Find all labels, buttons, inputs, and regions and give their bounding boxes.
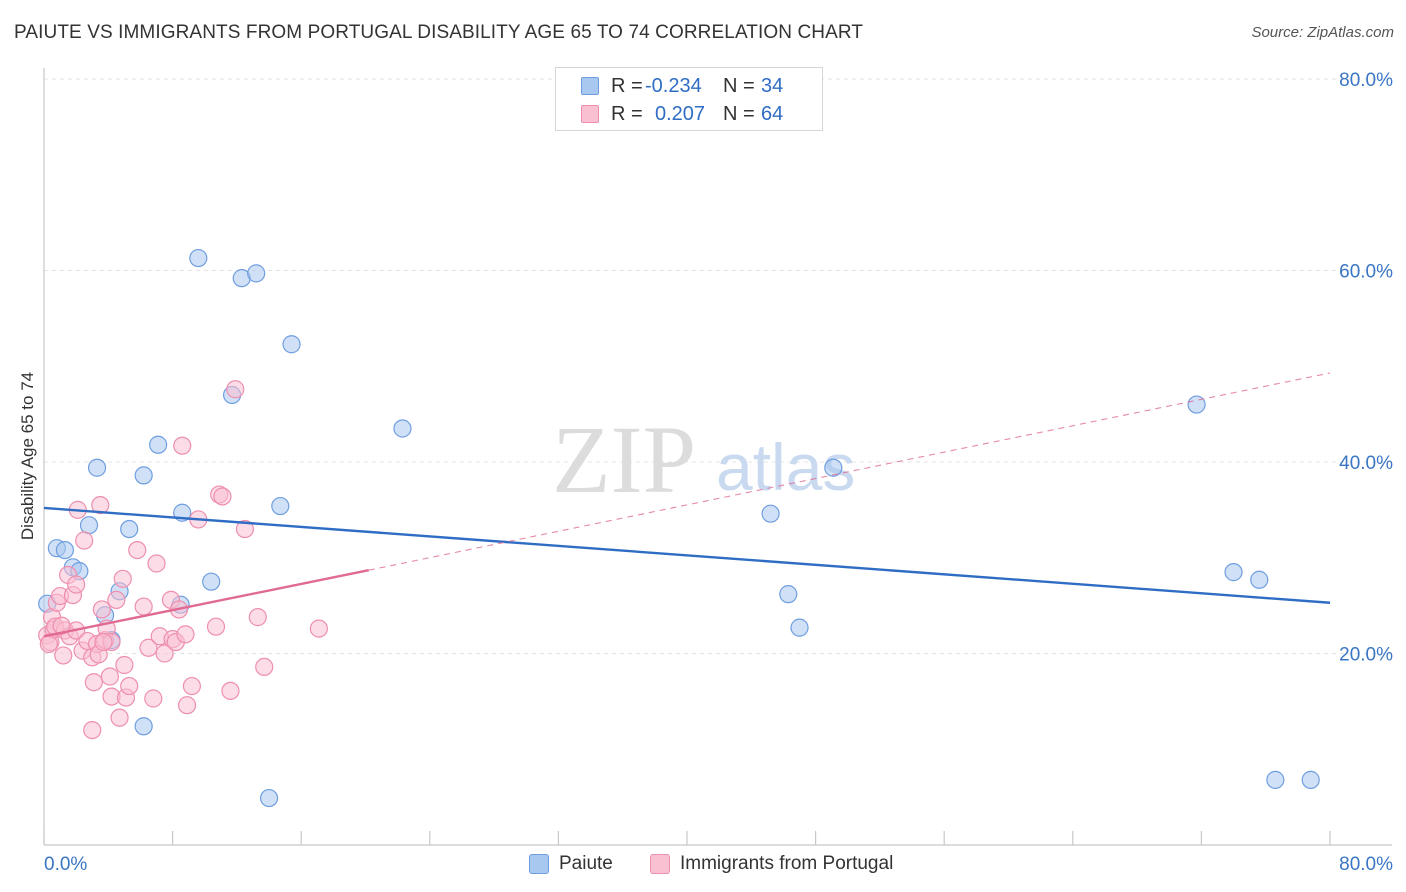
x-tick-label-min: 0.0% [44,854,87,875]
point-paiute [779,585,798,604]
point-portugal [177,696,197,715]
point-portugal [39,634,58,654]
legend-r-label: R = [611,74,643,97]
point-portugal [94,632,113,652]
point-portugal [115,655,134,675]
correlation-legend: R = -0.234 N = 34 R = 0.207 N = 64 [555,67,823,131]
legend-r-value: 0.207 [655,102,706,125]
point-portugal [83,720,102,740]
point-portugal [173,436,192,455]
point-portugal [67,575,86,594]
y-axis-title: Disability Age 65 to 74 [18,372,37,540]
point-paiute [134,466,153,485]
point-paiute [149,435,168,454]
legend-n-value: 64 [761,102,784,125]
y-tick-labels: 20.0% 40.0% 60.0% 80.0% [1339,70,1393,666]
point-portugal [91,495,110,515]
y-tick-label: 80.0% [1339,70,1393,91]
legend-swatch-paiute [581,77,599,95]
bottom-legend-paiute: Paiute [529,851,613,877]
point-paiute [393,419,412,438]
point-paiute [271,496,290,516]
data-points [38,248,1320,808]
point-paiute [790,618,809,637]
point-paiute [1250,570,1269,589]
x-ticks [43,831,1331,845]
axes [43,68,1392,846]
bottom-legend-label-portugal: Immigrants from Portugal [680,853,894,874]
y-tick-label: 60.0% [1339,262,1393,283]
point-paiute [55,540,74,560]
bottom-legend-label-paiute: Paiute [559,853,613,874]
point-paiute [1301,770,1320,789]
point-portugal [235,519,255,539]
legend-row-paiute: R = -0.234 N = 34 [581,73,783,99]
point-portugal [113,569,132,588]
trend-line-paiute [43,506,1331,604]
legend-r-value: -0.234 [645,74,702,97]
point-paiute [247,264,266,283]
point-portugal [139,638,158,657]
point-portugal [147,554,166,573]
point-paiute [189,248,208,268]
legend-r-label: R = [611,102,643,125]
point-paiute [134,717,153,736]
point-portugal [221,681,240,700]
point-portugal [110,708,129,727]
point-paiute [79,516,99,535]
y-tick-label: 40.0% [1339,453,1393,474]
point-portugal [84,673,103,692]
x-tick-label-max: 80.0% [1339,854,1393,875]
point-portugal [52,616,71,635]
point-paiute [761,504,780,523]
y-tick-label: 20.0% [1339,645,1393,666]
trend-line-portugal [43,569,369,638]
point-portugal [226,380,245,399]
point-paiute [1266,770,1285,789]
grid-lines [44,78,1392,654]
trend-extension-portugal [368,372,1331,571]
point-paiute [824,458,843,477]
point-portugal [92,600,111,619]
point-portugal [155,644,174,663]
point-paiute [259,788,279,808]
point-portugal [213,487,232,506]
point-portugal [144,689,163,708]
bottom-legend-swatch-portugal [650,854,670,874]
point-portugal [107,590,126,609]
point-portugal [120,676,139,696]
point-paiute [120,519,139,539]
legend-n-value: 34 [761,74,784,97]
point-paiute [1224,563,1243,582]
bottom-legend-swatch-paiute [529,854,549,874]
point-portugal [182,676,201,696]
watermark-zip: ZIP [552,406,696,513]
point-portugal [206,617,226,636]
legend-row-portugal: R = 0.207 N = 64 [581,101,783,127]
point-portugal [128,540,147,560]
point-portugal [54,646,73,665]
chart-title: PAIUTE VS IMMIGRANTS FROM PORTUGAL DISAB… [14,22,864,43]
point-paiute [202,572,221,591]
point-paiute [1187,395,1206,414]
point-portugal [176,625,195,644]
point-portugal [75,531,94,550]
watermark: ZIP atlas [552,406,855,513]
point-portugal [309,619,328,638]
legend-n-label: N = [723,102,755,125]
legend-n-label: N = [723,74,755,97]
bottom-legend-portugal: Immigrants from Portugal [650,851,893,877]
trend-lines [43,372,1331,638]
legend-swatch-portugal [581,105,599,123]
source-label: Source: ZipAtlas.com [1251,24,1394,41]
point-paiute [87,458,107,477]
point-portugal [100,667,120,686]
point-portugal [134,597,153,616]
point-portugal [255,657,274,677]
point-paiute [282,335,301,354]
point-portugal [248,608,267,627]
